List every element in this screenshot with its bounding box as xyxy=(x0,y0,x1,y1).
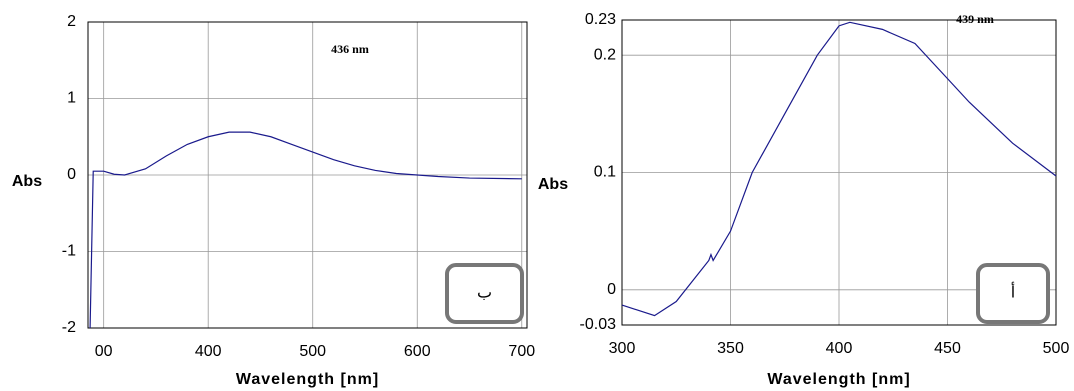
y-tick-label: 0 xyxy=(67,166,76,183)
x-tick-label: 00 xyxy=(95,343,113,360)
x-tick-label: 500 xyxy=(299,343,326,360)
x-axis-label: Wavelength [nm] xyxy=(767,371,910,388)
x-tick-label: 350 xyxy=(717,340,744,357)
spectrum-line xyxy=(621,21,1057,317)
y-tick-label: 0.23 xyxy=(585,11,616,28)
spectrum-line xyxy=(89,131,522,329)
panel-box xyxy=(445,263,524,324)
y-tick-label: 0.2 xyxy=(594,46,616,63)
x-tick-label: 400 xyxy=(195,343,222,360)
y-axis-label: Abs xyxy=(538,176,568,193)
x-tick-label: 500 xyxy=(1043,340,1070,357)
x-tick-label: 700 xyxy=(508,343,535,360)
panel-label: أ xyxy=(1011,282,1015,302)
y-tick-label: 0.1 xyxy=(594,164,616,181)
peak-annotation: 436 nm xyxy=(331,42,369,56)
plot-frame xyxy=(87,21,528,329)
x-tick-label: 300 xyxy=(609,340,636,357)
y-tick-label: 2 xyxy=(67,13,76,30)
x-tick-label: 450 xyxy=(934,340,961,357)
y-tick-label: 1 xyxy=(67,90,76,107)
peak-annotation: 439 nm xyxy=(956,12,994,26)
y-tick-label: -0.03 xyxy=(580,316,617,333)
x-tick-label: 600 xyxy=(404,343,431,360)
y-tick-label: -2 xyxy=(62,319,76,336)
panel-box xyxy=(976,263,1050,324)
y-tick-label: -1 xyxy=(62,243,76,260)
plot-frame xyxy=(621,19,1057,326)
panel-label: ب xyxy=(477,285,492,302)
y-axis-label: Abs xyxy=(12,173,42,190)
y-tick-label: 0 xyxy=(607,281,616,298)
x-tick-label: 400 xyxy=(826,340,853,357)
x-axis-label: Wavelength [nm] xyxy=(236,371,379,388)
